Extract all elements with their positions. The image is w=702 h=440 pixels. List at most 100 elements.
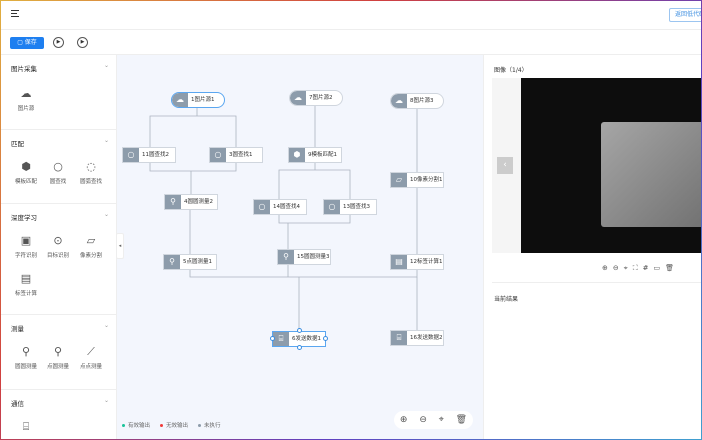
cloud-image-icon: ☁ — [391, 94, 407, 108]
tool-label: 像素分割 — [79, 253, 102, 259]
canvas-zoom-controls: ⊕ ⊖ ⌖ 🗑 — [394, 411, 473, 429]
tool-label: 点点测量 — [79, 364, 102, 370]
tool-pixel-segment[interactable]: ▱ 像素分割 — [76, 234, 106, 260]
zoom-out-icon[interactable]: ⊖ — [612, 264, 619, 272]
segment-icon: ▱ — [86, 234, 96, 247]
node-label: 4圆圆测量2 — [184, 199, 213, 205]
point-circle-icon: ⚲ — [164, 255, 180, 269]
tool-arc-search[interactable]: ◌ 圆弧查找 — [76, 161, 106, 186]
node-point-circle-1[interactable]: ⚲ 5点圆测量1 — [163, 254, 217, 270]
section-title: 深度学习 — [11, 214, 37, 222]
section-title: 匹配 — [11, 140, 24, 148]
node-send-data-2[interactable]: ⌸ 16发送数据2 — [390, 330, 444, 346]
node-template-match-1[interactable]: ⬢ 9模板匹配1 — [288, 147, 342, 163]
tool-label: 图片源 — [17, 106, 35, 112]
image-plate — [601, 122, 702, 227]
connect-handle-right[interactable] — [323, 336, 328, 341]
save-label: 保存 — [24, 39, 37, 46]
status-legend: 有效输出 无效输出 未执行 — [122, 421, 221, 429]
prev-image-button[interactable]: ‹ — [497, 157, 513, 174]
node-circle-search-1[interactable]: ○ 3圆查找1 — [209, 147, 263, 163]
zoom-out-icon[interactable]: ⊖ — [419, 415, 427, 425]
grid-icon[interactable]: # — [642, 264, 649, 272]
label-calc-icon: ▤ — [20, 272, 32, 285]
locate-icon[interactable]: ⌖ — [623, 264, 628, 272]
circle-search-icon: ○ — [254, 200, 270, 214]
node-label: 15圆圆测量3 — [297, 254, 330, 260]
tool-label: 模板匹配 — [14, 179, 37, 185]
divider — [492, 282, 702, 283]
tool-label: 圆圆测量 — [14, 364, 37, 370]
camera-image — [521, 78, 702, 253]
node-circle-search-2[interactable]: ○ 11圆查找2 — [122, 147, 176, 163]
node-label: 9模板匹配1 — [308, 152, 337, 158]
chevron-down-icon[interactable]: ⌄ — [103, 137, 109, 144]
node-circle-search-3[interactable]: ○ 13圆查找3 — [323, 199, 377, 215]
target-icon: ⊙ — [53, 234, 63, 247]
locate-icon[interactable]: ⌖ — [438, 415, 444, 425]
point-point-icon: ⟋ — [87, 345, 95, 358]
trash-icon[interactable]: 🗑 — [665, 264, 674, 272]
current-result-title: 当前结果 — [494, 296, 519, 303]
node-circle-circle-2[interactable]: ⚲ 4圆圆测量2 — [164, 194, 218, 210]
tool-point-circle[interactable]: ⚲ 点圆测量 — [43, 346, 73, 371]
legend-not-executed: 未执行 — [198, 421, 221, 429]
node-label: 10像素分割1 — [410, 177, 443, 183]
connect-handle-left[interactable] — [270, 336, 275, 341]
node-image-source-1[interactable]: ☁ 1图片源1 — [171, 92, 225, 108]
tool-label-calc[interactable]: ▤ 标签计算 — [11, 272, 41, 298]
connect-handle-top[interactable] — [297, 328, 302, 333]
chevron-down-icon[interactable]: ⌄ — [103, 62, 109, 69]
menu-icon[interactable] — [11, 10, 19, 17]
zoom-in-icon[interactable]: ⊕ — [602, 264, 608, 272]
run-icon[interactable]: ▶ — [53, 37, 64, 48]
circle-search-icon: ○ — [324, 200, 340, 214]
flow-edges — [149, 106, 418, 331]
tool-image-source[interactable]: ☁ 图片源 — [11, 88, 41, 113]
tool-circle-search[interactable]: ○ 圆查找 — [43, 160, 73, 186]
node-circle-circle-3[interactable]: ⚲ 15圆圆测量3 — [277, 249, 331, 265]
tool-label: 点圆测量 — [46, 364, 69, 370]
run-loop-icon[interactable]: ▶ — [77, 37, 88, 48]
fullscreen-icon[interactable]: ⛶ — [632, 264, 638, 272]
header: 返回低代码 — [0, 0, 702, 30]
back-to-lowcode-button[interactable]: 返回低代码 — [669, 8, 702, 22]
ocr-icon: ▣ — [20, 234, 32, 247]
tool-send-data[interactable]: ⌸ — [11, 421, 41, 437]
tool-circle-circle[interactable]: ⚲ 圆圆测量 — [11, 346, 41, 371]
tool-target-detect[interactable]: ⊙ 目标识别 — [43, 234, 73, 260]
connect-handle-bottom[interactable] — [297, 345, 302, 350]
edge — [149, 108, 237, 147]
node-image-source-2[interactable]: ☁ 7图片源2 — [289, 90, 343, 106]
chevron-down-icon[interactable]: ⌄ — [103, 211, 109, 218]
circle-search-icon: ○ — [53, 160, 63, 173]
tool-ocr[interactable]: ▣ 字符识别 — [11, 234, 41, 260]
section-image-capture: 图片采集 ⌄ ☁ 图片源 — [0, 55, 117, 130]
green-dot-icon — [122, 424, 125, 427]
send-data-icon: ⌸ — [391, 331, 407, 345]
node-circle-search-4[interactable]: ○ 14圆查找4 — [253, 199, 307, 215]
collapse-sidebar-button[interactable]: ◂ — [116, 233, 124, 259]
edge — [298, 277, 418, 331]
node-pixel-segment-1[interactable]: ▱ 10像素分割1 — [390, 172, 444, 188]
image-edit-icon[interactable]: ▭ — [653, 264, 661, 272]
circle-search-icon: ○ — [210, 148, 226, 162]
segment-icon: ▱ — [391, 173, 407, 187]
trash-icon[interactable]: 🗑 — [455, 415, 468, 425]
zoom-in-icon[interactable]: ⊕ — [399, 415, 408, 425]
send-data-icon: ⌸ — [22, 420, 30, 433]
node-image-source-3[interactable]: ☁ 8图片源3 — [390, 93, 444, 109]
chevron-down-icon[interactable]: ⌄ — [103, 322, 109, 329]
save-button[interactable]: ▢ 保存 — [10, 37, 44, 49]
edge — [149, 163, 237, 194]
chevron-down-icon[interactable]: ⌄ — [103, 397, 109, 404]
flow-canvas[interactable]: ☁ 1图片源1 ☁ 7图片源2 ☁ 8图片源3 ○ 11圆查找2 ○ 3圆查找1 ⬢ 9模板… — [117, 55, 483, 440]
tool-template-match[interactable]: ⬢ 模板匹配 — [11, 160, 41, 186]
node-label: 6发送数据1 — [292, 336, 321, 342]
section-title: 图片采集 — [11, 65, 37, 73]
cube-icon: ⬢ — [21, 160, 31, 173]
node-label-calc-1[interactable]: ▤ 12标签计算1 — [390, 254, 444, 270]
tool-label: 标签计算 — [14, 291, 37, 297]
toolbar: ▢ 保存 ▶ ▶ — [0, 30, 702, 55]
tool-point-point[interactable]: ⟋ 点点测量 — [76, 345, 106, 371]
